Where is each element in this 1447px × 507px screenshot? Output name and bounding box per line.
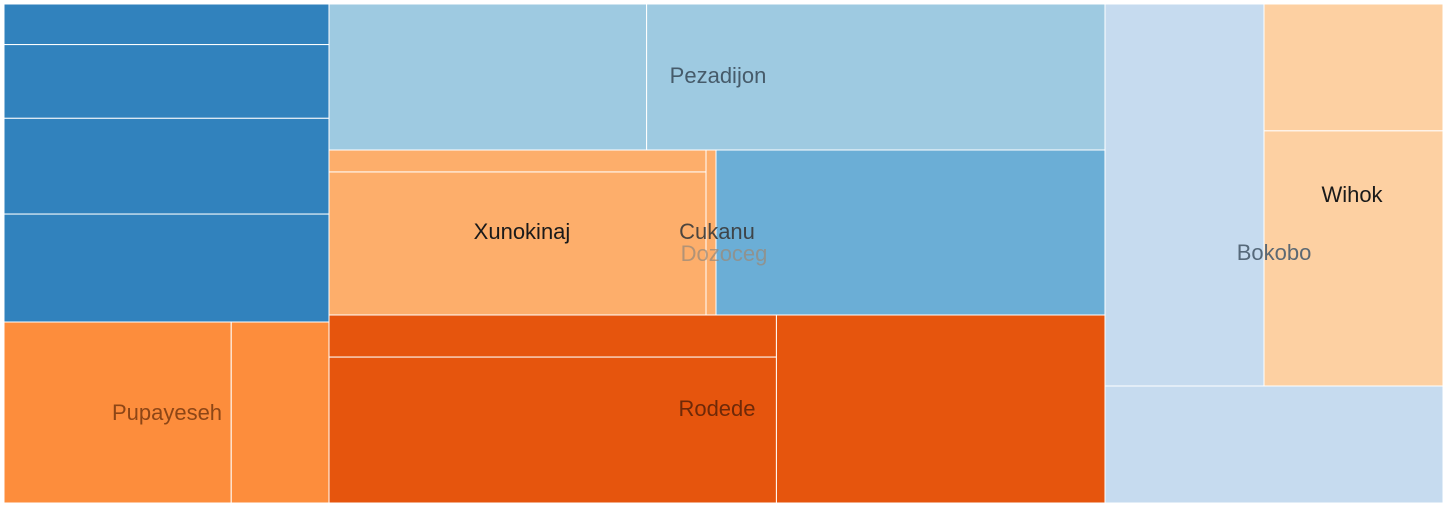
- group-blue-tile-3: [3, 117, 330, 215]
- group-label-xunokinaj: Xunokinaj: [474, 219, 571, 244]
- group-wihok-tile-2: [1263, 130, 1444, 387]
- group-bokobo-tile-2: [1104, 385, 1444, 504]
- group-xunokinaj-tile-2: [328, 171, 707, 316]
- group-blue-tile-1: [3, 3, 330, 46]
- group-label-rodede: Rodede: [678, 396, 755, 421]
- group-dozoceg-tile-1: [715, 149, 1106, 316]
- group-xunokinaj-tile-1: [328, 149, 707, 173]
- group-pupayeseh-tile-1: [3, 321, 232, 504]
- group-label-cukanu: Cukanu: [679, 219, 755, 244]
- treemap-labels: Pupayeseh Pezadijon Xunokinaj Cukanu Doz…: [112, 63, 1384, 425]
- group-pezadijon-tile-1: [328, 3, 648, 151]
- group-pezadijon-tile-2: [646, 3, 1106, 151]
- group-rodede-tile-3: [775, 314, 1106, 504]
- group-wihok-tile-1: [1263, 3, 1444, 132]
- group-label-pezadijon: Pezadijon: [670, 63, 767, 88]
- group-blue-tile-2: [3, 44, 330, 119]
- group-label-pupayeseh: Pupayeseh: [112, 400, 222, 425]
- group-label-wihok: Wihok: [1321, 182, 1383, 207]
- treemap-tiles: [3, 3, 1444, 504]
- group-label-dozoceg: Dozoceg: [681, 241, 768, 266]
- group-rodede-tile-1: [328, 314, 777, 358]
- group-blue-tile-4: [3, 213, 330, 323]
- group-label-bokobo: Bokobo: [1237, 240, 1312, 265]
- group-rodede-tile-2: [328, 356, 777, 504]
- group-pupayeseh-tile-2: [230, 321, 330, 504]
- group-bokobo-tile-1: [1104, 3, 1265, 387]
